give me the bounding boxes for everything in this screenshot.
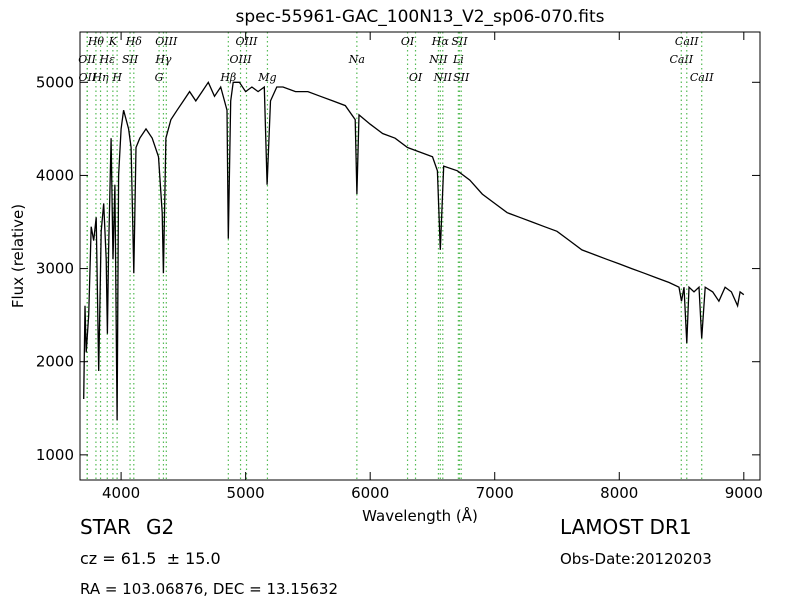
spectral-line-label: CaII: [669, 53, 693, 66]
y-tick-label: 3000: [36, 260, 74, 278]
spectral-line-label: OIII: [235, 35, 258, 48]
spectral-line-label: Li: [452, 53, 464, 66]
x-tick-label: 7000: [476, 484, 514, 502]
x-tick-label: 4000: [102, 484, 140, 502]
spectral-line-label: NII: [433, 71, 453, 84]
spectral-line-label: OIII: [230, 53, 253, 66]
spectral-line-label: CaII: [690, 71, 714, 84]
spectral-line-label: K: [108, 35, 118, 48]
x-axis-label: Wavelength (Å): [362, 506, 478, 525]
y-axis-label: Flux (relative): [9, 204, 27, 308]
spectral-line-label: SII: [453, 71, 470, 84]
x-tick-label: 8000: [600, 484, 638, 502]
spectral-line-label: Hδ: [125, 35, 143, 48]
obs-date: Obs-Date:20120203: [560, 550, 712, 568]
spectral-line-label: Hθ: [87, 35, 105, 48]
survey: LAMOST DR1: [560, 515, 692, 539]
spectral-line-label: NII: [428, 53, 448, 66]
spectral-line-label: H: [111, 71, 122, 84]
spectral-line-label: CaII: [675, 35, 699, 48]
y-tick-label: 2000: [36, 353, 74, 371]
y-tick-label: 5000: [36, 73, 74, 91]
chart-title: spec-55961-GAC_100N13_V2_sp06-070.fits: [235, 7, 604, 27]
spectral-line-label: Hγ: [154, 53, 172, 66]
spectral-line-label: Hα: [431, 35, 450, 48]
x-tick-label: 9000: [725, 484, 763, 502]
spectral-line-label: OII: [78, 71, 96, 84]
spectrum: [83, 80, 745, 421]
spectral-line-label: Hε: [99, 53, 116, 66]
redshift: cz = 61.5 ± 15.0: [80, 549, 221, 568]
y-tick-label: 1000: [36, 446, 74, 464]
coordinates: RA = 103.06876, DEC = 13.15632: [80, 580, 338, 598]
spectral-line-label: Mg: [257, 71, 276, 84]
spectral-line-label: SII: [451, 35, 468, 48]
spectral-line-label: G: [155, 71, 164, 84]
spectral-line-label: OI: [409, 71, 423, 84]
spectral-line-label: Hβ: [219, 71, 236, 84]
x-tick-label: 6000: [351, 484, 389, 502]
spectral-line-label: SII: [122, 53, 139, 66]
x-tick-label: 5000: [227, 484, 265, 502]
spectral-line-label: Na: [348, 53, 365, 66]
spectral-line-label: OI: [401, 35, 415, 48]
subclass: G2: [146, 515, 174, 539]
plot-frame: [79, 31, 761, 481]
y-tick-label: 4000: [36, 166, 74, 184]
spectral-line-label: Hη: [91, 71, 109, 84]
object-class: STAR: [80, 515, 131, 539]
spectral-line-label: OIII: [155, 35, 178, 48]
